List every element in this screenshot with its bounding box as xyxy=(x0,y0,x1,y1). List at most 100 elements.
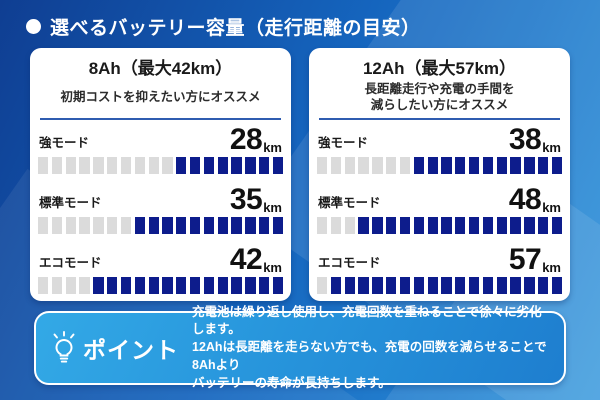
battery-card-8ah: 8Ah（最大42km） 初期コストを抑えたい方にオススメ 強モード 28 km 標… xyxy=(30,48,291,301)
bar-segment xyxy=(330,217,342,234)
bar-segment xyxy=(468,277,480,294)
bar-segment xyxy=(482,157,494,174)
bar-segment xyxy=(272,277,284,294)
bar-segment xyxy=(441,157,452,174)
bar-segment xyxy=(134,277,145,294)
point-text: 充電池は繰り返し使用し、充電回数を重ねることで徐々に劣化します。 12Ahは長距… xyxy=(192,304,550,393)
bar-segment xyxy=(51,277,63,294)
bar-segment xyxy=(358,157,369,174)
bar-segment xyxy=(441,217,452,234)
bar-segment xyxy=(176,277,187,294)
mode-label: エコモード xyxy=(39,256,102,270)
mode-label: 標準モード xyxy=(39,196,102,210)
bar-segment xyxy=(162,277,173,294)
bar-segment xyxy=(107,277,118,294)
distance-bar xyxy=(38,277,284,294)
divider xyxy=(40,118,281,120)
bar-segment xyxy=(162,217,173,234)
divider xyxy=(319,118,560,120)
bar-segment xyxy=(455,157,466,174)
bar-segment xyxy=(538,157,549,174)
bar-segment xyxy=(79,157,90,174)
bar-segment xyxy=(496,277,507,294)
bar-segment xyxy=(51,157,63,174)
distance-value: 35 km xyxy=(229,183,282,216)
bar-segment xyxy=(330,277,342,294)
mode-row-strong: 強モード 38 km xyxy=(317,125,563,174)
mode-label: 強モード xyxy=(39,136,90,150)
distance-unit: km xyxy=(263,200,282,215)
bar-segment xyxy=(344,157,355,174)
bar-segment xyxy=(176,217,187,234)
bar-segment xyxy=(107,217,118,234)
bar-segment xyxy=(330,157,342,174)
bar-segment xyxy=(372,277,383,294)
bar-segment xyxy=(217,157,228,174)
distance-bar xyxy=(38,217,284,234)
bar-segment xyxy=(399,157,411,174)
bar-segment xyxy=(245,277,256,294)
bar-segment xyxy=(134,217,145,234)
point-text-line: 充電池は繰り返し使用し、充電回数を重ねることで徐々に劣化します。 xyxy=(192,304,542,337)
bar-segment xyxy=(468,157,480,174)
bar-segment xyxy=(51,217,63,234)
bar-segment xyxy=(358,217,369,234)
bar-segment xyxy=(189,157,201,174)
card-subtitle: 初期コストを抑えたい方にオススメ xyxy=(60,90,261,105)
bar-segment xyxy=(162,157,173,174)
lightbulb-icon xyxy=(53,331,75,363)
bar-segment xyxy=(259,277,270,294)
bar-segment xyxy=(538,277,549,294)
bar-segment xyxy=(510,277,521,294)
bar-segment xyxy=(524,217,535,234)
bar-segment xyxy=(38,217,49,234)
bar-segment xyxy=(79,277,90,294)
section-title: 選べるバッテリー容量（走行距離の目安） xyxy=(50,17,421,39)
bar-segment xyxy=(120,217,132,234)
bar-segment xyxy=(148,217,159,234)
bar-segment xyxy=(344,277,355,294)
bar-segment xyxy=(259,157,270,174)
mode-label: 標準モード xyxy=(318,196,381,210)
distance-bar xyxy=(317,277,563,294)
bar-segment xyxy=(399,217,411,234)
bar-segment xyxy=(413,157,424,174)
bar-segment xyxy=(217,277,228,294)
distance-value: 42 km xyxy=(229,243,282,276)
mode-row-eco: エコモード 42 km xyxy=(38,243,284,294)
bar-segment xyxy=(317,157,328,174)
bar-segment xyxy=(38,277,49,294)
bar-segment xyxy=(455,277,466,294)
mode-row-standard: 標準モード 48 km xyxy=(317,185,563,234)
bar-segment xyxy=(259,217,270,234)
bar-segment xyxy=(203,157,215,174)
mode-label: 強モード xyxy=(318,136,369,150)
bar-segment xyxy=(496,217,507,234)
bar-segment xyxy=(93,277,104,294)
bar-segment xyxy=(65,217,76,234)
distance-value: 57 km xyxy=(508,243,561,276)
battery-card-12ah: 12Ah（最大57km） 長距離走行や充電の手間を 減らしたい方にオススメ 強モ… xyxy=(309,48,570,301)
bar-segment xyxy=(107,157,118,174)
bar-segment xyxy=(245,157,256,174)
mode-row-strong: 強モード 28 km xyxy=(38,123,284,174)
card-subtitle: 長距離走行や充電の手間を 減らしたい方にオススメ xyxy=(364,82,515,112)
point-label: ポイント xyxy=(83,337,179,363)
bar-segment xyxy=(551,277,563,294)
bar-segment xyxy=(203,277,215,294)
bar-segment xyxy=(455,217,466,234)
bar-segment xyxy=(496,157,507,174)
bar-segment xyxy=(510,157,521,174)
bar-segment xyxy=(441,277,452,294)
bar-segment xyxy=(120,277,132,294)
bar-segment xyxy=(386,277,397,294)
bar-segment xyxy=(344,217,355,234)
distance-value: 28 km xyxy=(229,123,282,156)
distance-unit: km xyxy=(542,140,561,155)
bar-segment xyxy=(65,277,76,294)
bar-segment xyxy=(231,217,242,234)
bar-segment xyxy=(231,277,242,294)
bar-segment xyxy=(176,157,187,174)
bar-segment xyxy=(482,217,494,234)
bar-segment xyxy=(372,157,383,174)
